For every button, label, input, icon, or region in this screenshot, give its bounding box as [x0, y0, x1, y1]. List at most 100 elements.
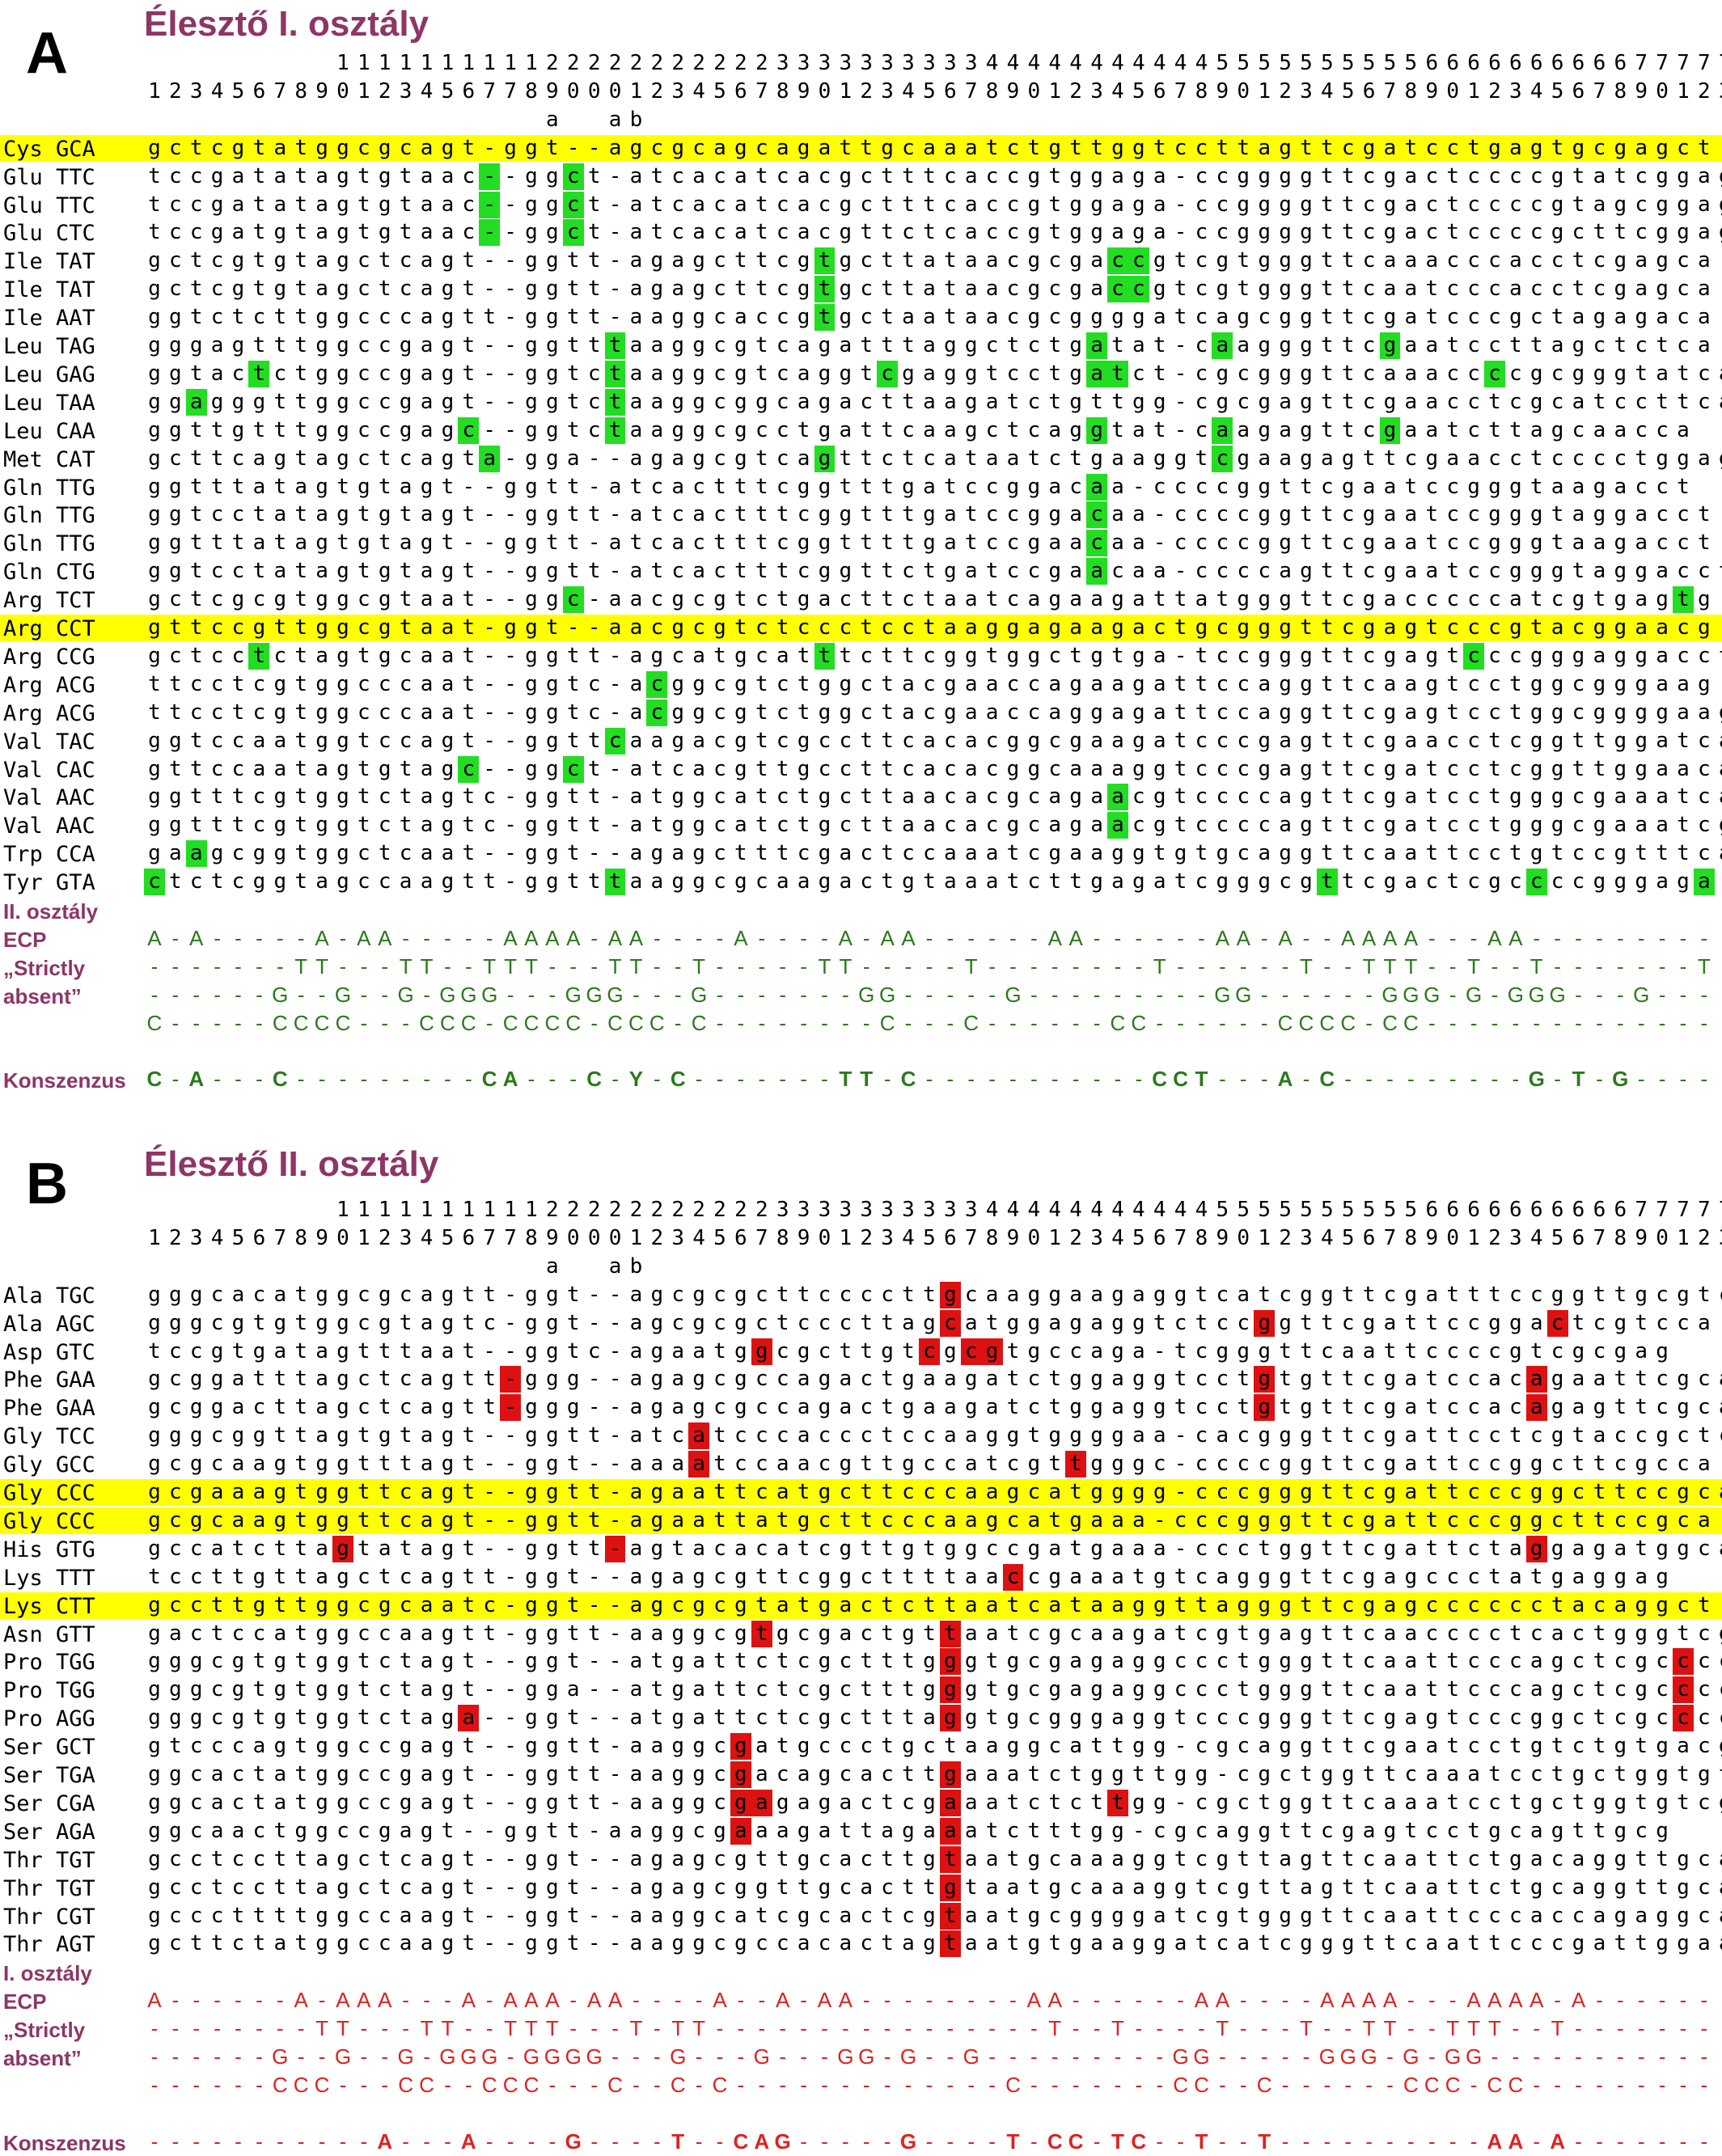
alignment-row-label: Leu TAG — [3, 334, 95, 359]
alignment-row-label: Leu TAA — [3, 390, 95, 416]
strictly-absent-row-2-label: absent” — [3, 983, 82, 1008]
alignment-row-label: Val TAC — [3, 729, 95, 755]
alignment-row-label: Ser TGA — [3, 1763, 95, 1788]
alignment-row-label: Pro TGG — [3, 1650, 95, 1676]
alignment-row: Ser AGA g g c a a c t g g c c g a g t - - g g t t - a a g g c g a a a g a… — [0, 1817, 1722, 1845]
alignment-row-label: Ser GCT — [3, 1735, 95, 1761]
alignment-row-label: Gln TTG — [3, 475, 95, 501]
alignment-row-label: Phe GAA — [3, 1368, 95, 1393]
panel-a-title: Élesztő I. osztály — [144, 4, 429, 44]
alignment-row: Ile AAT g g t c t c t t g g c c c a g t t - g g t t - a a g g c a c c g t… — [0, 304, 1722, 332]
alignment-row-label: Ala TGC — [3, 1283, 95, 1308]
ecp-row: ECP A - - - - - - A - A A A - - - A - A A A - A A - - - - A - - A - A A - - -… — [0, 1987, 1722, 2014]
alignment-row-label: Gly CCC — [3, 1481, 95, 1506]
alignment-row: Lys TTT t c c t t g t t a g c t c a g t t - g g t - - a g a g c g t t c g… — [0, 1563, 1722, 1591]
alignment-row: Glu TTC t c c g a t a t a g t g t a a c - - g g c t - a t c a c a t c a c… — [0, 163, 1722, 190]
ecp-row-label: ECP — [3, 927, 47, 952]
alignment-row: Ala AGC g g g c g t g t g g c g t a g t c - g g t - - a g c g c g c t c c… — [0, 1309, 1722, 1337]
alignment-row-label: Lys TTT — [3, 1565, 95, 1591]
alignment-row: Ser TGA g g c a c t a t g g c c g a g t - - g g t t - a a g g c g a c a g… — [0, 1761, 1722, 1788]
alignment-row: Arg CCT g t t c c g t t g g c g t a a t - g g t - - a a c g c g t c t c c… — [0, 615, 1722, 641]
alignment-row-label: Met CAT — [3, 446, 95, 472]
alignment-row: Arg ACG t t c c t c g t g g c c c a a t - - g g t c - a c g g c g t c t g… — [0, 699, 1722, 726]
alignment-row-label: Leu GAG — [3, 361, 95, 387]
strictly-absent-row-1-label: „Strictly — [3, 2018, 86, 2043]
ecp-row: ECP A - A - - - - - A - A A - - - - - A A A A - A A - - - - A - - - - A - A A… — [0, 925, 1722, 952]
alignment-row: Leu TAA g g a g g g t t g g c c g a g t - - g g t c t a a g g c g g c a g… — [0, 388, 1722, 416]
alignment-row-label: Arg TCT — [3, 588, 95, 614]
alignment-row-label: Val AAC — [3, 814, 95, 839]
panel-a-letter: A — [26, 21, 68, 86]
strictly-absent-row-2: absent” - - - - - - G - - G - - G - G G G - G G G G - - - G - - - G - - -… — [0, 2044, 1722, 2070]
alignment-row: Leu TAG g g g a g t t t g g c c g a g t - - g g t t t a a g g c g t c a g… — [0, 332, 1722, 359]
alignment-row: Pro TGG g g g c g t g t g g t c t a g t - - g g t - - a t g a t t c t c g… — [0, 1648, 1722, 1676]
alignment-row-label: Ala AGC — [3, 1311, 95, 1337]
alignment-row-label: Thr AGT — [3, 1932, 95, 1958]
alignment-row-label: Arg ACG — [3, 700, 95, 726]
alignment-row: Val AAC g g t t t c g t g g t c t a g t c - g g t t - a t g g c a t c t g… — [0, 812, 1722, 839]
alignment-row: Thr CGT g c c c t t t t g g c c a a g t - - g g t - - a a g g c a t c g c… — [0, 1902, 1722, 1930]
alignment-row: Pro AGG g g g c g t g t g g t c t a g a - - g g t - - a t g a t t c t c g… — [0, 1705, 1722, 1732]
alignment-row: Asp GTC t c c g t g a t a g t t t a a t - - g g t c - a g a a t g g c g c… — [0, 1338, 1722, 1365]
alignment-row-label: Glu TTC — [3, 192, 95, 218]
strictly-absent-row-1: „Strictly - - - - - - - - T T - - - T T - - T T T - - - T - T T - - - -… — [0, 2015, 1722, 2042]
alignment-row: Gln TTG g g t c c t a t a g t g t a g t - - g g t t - a t c a c t t t c g… — [0, 501, 1722, 529]
alignment-row: Gly GCC g c g c a a g t g g t t t a g t - - g g t - - a a a a t c c a a c… — [0, 1451, 1722, 1478]
alignment-row-label: Gly CCC — [3, 1508, 95, 1534]
alignment-row-label: Arg ACG — [3, 672, 95, 698]
alignment-row: Glu TTC t c c g a t a t a g t g t a a c - - g g c t - a t c a c a t c a c… — [0, 191, 1722, 218]
alignment-row: Gly TCC g g g c g g t t a g t g t a g t - - g g t t - a t c a t c c c a c… — [0, 1423, 1722, 1450]
strictly-absent-row-2: absent” - - - - - - G - - G - - G - G G G - - - G G G - - - G - - - - - -… — [0, 982, 1722, 1008]
alignment-row-label: Gly TCC — [3, 1424, 95, 1450]
alignment-row-label: Gln TTG — [3, 531, 95, 557]
alignment-row: Cys GCA g c t c g t a t g g c g c a g t - g g t - - a g c g c a g c a g a… — [0, 134, 1722, 162]
alignment-row-label: His GTG — [3, 1537, 95, 1562]
alignment-row: Leu GAG g g t a c t c t g g c c g a g t - - g g t c t a a g g c g t c a g… — [0, 360, 1722, 387]
alignment-row-label: Gln TTG — [3, 503, 95, 529]
alignment-row-label: Ser CGA — [3, 1790, 95, 1816]
